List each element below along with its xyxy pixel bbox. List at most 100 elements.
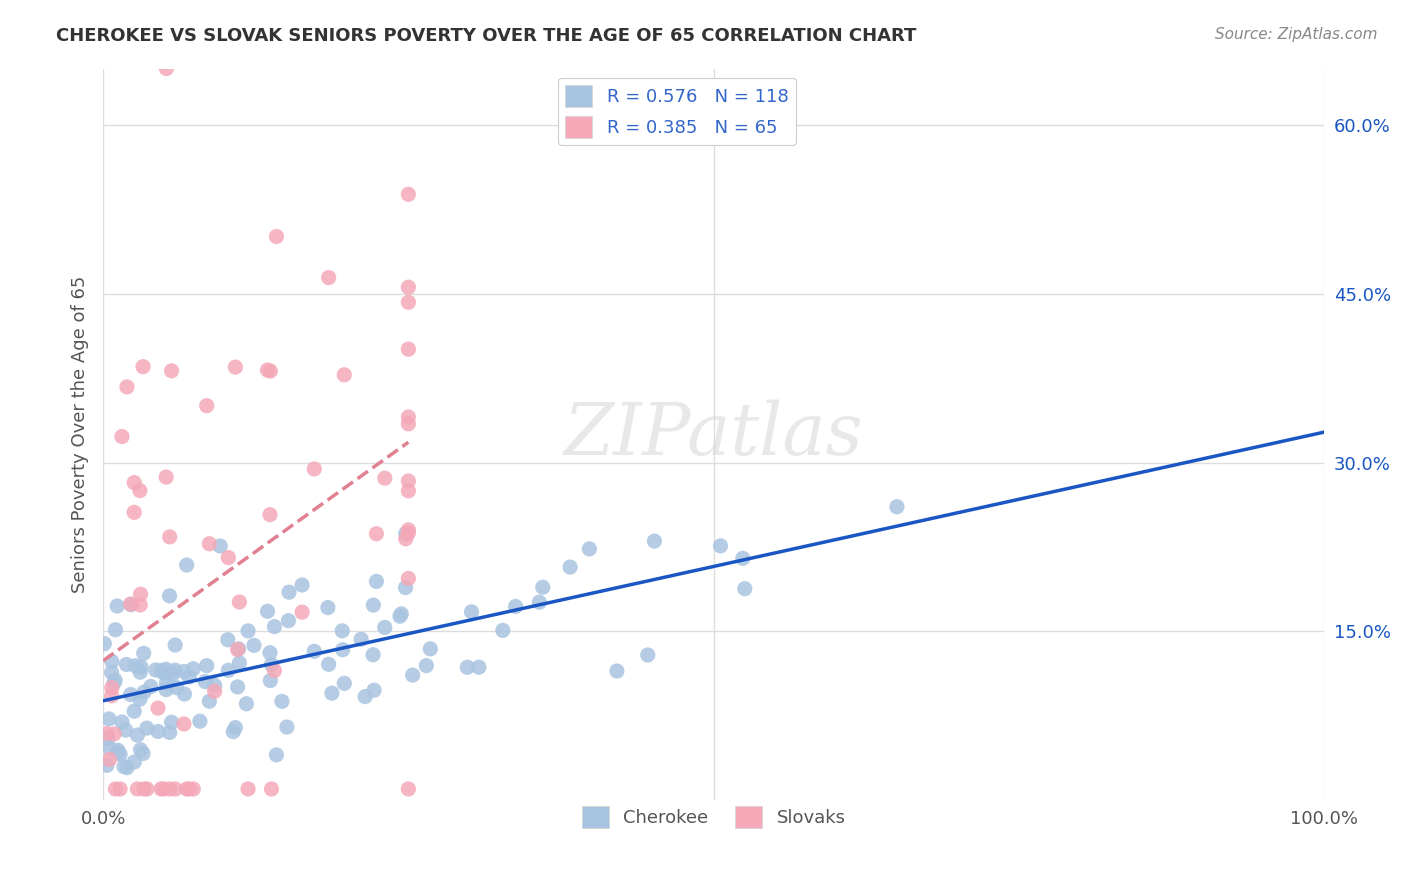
Point [188, 714, 211, 729]
Point [145, 663, 167, 677]
Point [159, 589, 181, 603]
Point [96, 758, 118, 772]
Point [263, 664, 285, 678]
Point [159, 530, 181, 544]
Point [166, 681, 188, 695]
Point [396, 187, 419, 202]
Point [127, 781, 149, 796]
Point [226, 642, 249, 657]
Point [318, 657, 340, 672]
Point [266, 747, 288, 762]
Point [228, 656, 250, 670]
Point [98, 741, 121, 756]
Point [415, 658, 437, 673]
Point [396, 417, 419, 431]
Point [204, 678, 226, 692]
Point [330, 624, 353, 638]
Point [236, 624, 259, 638]
Point [129, 598, 152, 612]
Point [155, 682, 177, 697]
Point [291, 578, 314, 592]
Point [100, 689, 122, 703]
Point [103, 675, 125, 690]
Point [361, 648, 384, 662]
Point [104, 781, 127, 796]
Point [366, 574, 388, 589]
Point [395, 526, 418, 541]
Point [160, 364, 183, 378]
Point [558, 560, 581, 574]
Point [104, 623, 127, 637]
Point [256, 363, 278, 377]
Point [643, 534, 665, 549]
Point [226, 680, 249, 694]
Point [396, 781, 419, 796]
Y-axis label: Seniors Poverty Over the Age of 65: Seniors Poverty Over the Age of 65 [72, 276, 89, 593]
Text: Source: ZipAtlas.com: Source: ZipAtlas.com [1215, 27, 1378, 42]
Point [132, 747, 155, 761]
Point [606, 664, 628, 678]
Point [217, 550, 239, 565]
Point [152, 665, 174, 680]
Point [578, 541, 600, 556]
Point [146, 701, 169, 715]
Point [181, 781, 204, 796]
Point [195, 658, 218, 673]
Point [209, 539, 232, 553]
Point [886, 500, 908, 514]
Point [259, 364, 281, 378]
Point [396, 295, 419, 310]
Point [132, 781, 155, 796]
Point [105, 746, 128, 760]
Point [709, 539, 731, 553]
Point [198, 537, 221, 551]
Point [271, 694, 294, 708]
Legend: Cherokee, Slovaks: Cherokee, Slovaks [574, 798, 853, 835]
Point [132, 646, 155, 660]
Point [260, 657, 283, 672]
Point [333, 368, 356, 382]
Point [731, 551, 754, 566]
Point [150, 781, 173, 796]
Point [122, 505, 145, 519]
Point [198, 694, 221, 708]
Point [460, 605, 482, 619]
Point [108, 747, 131, 762]
Point [155, 62, 177, 76]
Point [160, 665, 183, 679]
Point [115, 761, 138, 775]
Point [111, 429, 134, 443]
Point [318, 270, 340, 285]
Point [122, 755, 145, 769]
Point [243, 639, 266, 653]
Point [173, 665, 195, 679]
Point [97, 731, 120, 746]
Point [388, 609, 411, 624]
Point [419, 641, 441, 656]
Point [155, 662, 177, 676]
Point [354, 690, 377, 704]
Point [394, 581, 416, 595]
Point [637, 648, 659, 662]
Point [222, 724, 245, 739]
Point [396, 483, 419, 498]
Point [396, 409, 419, 424]
Point [228, 595, 250, 609]
Point [468, 660, 491, 674]
Point [122, 475, 145, 490]
Point [129, 743, 152, 757]
Point [505, 599, 527, 614]
Point [173, 717, 195, 731]
Point [127, 728, 149, 742]
Point [159, 725, 181, 739]
Point [224, 360, 246, 375]
Point [734, 582, 756, 596]
Point [93, 637, 115, 651]
Point [260, 781, 283, 796]
Point [266, 229, 288, 244]
Point [111, 714, 134, 729]
Point [492, 624, 515, 638]
Point [259, 673, 281, 688]
Point [333, 676, 356, 690]
Point [120, 597, 142, 611]
